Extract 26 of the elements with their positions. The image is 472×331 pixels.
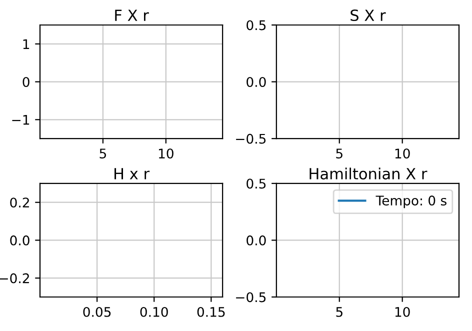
y-tick-label: 0 bbox=[22, 77, 30, 87]
chart-title: H x r bbox=[114, 168, 150, 180]
y-tick-label: 0.0 bbox=[10, 235, 30, 246]
x-tick-label: 0.15 bbox=[197, 306, 225, 317]
x-tick-label: 5 bbox=[336, 307, 342, 317]
chart-title: S X r bbox=[350, 9, 386, 22]
chart-title: F X r bbox=[115, 10, 149, 21]
y-tick-label: −0.2 bbox=[0, 273, 29, 284]
x-tick-label: 0.10 bbox=[140, 306, 168, 317]
x-tick-label: 10 bbox=[395, 148, 410, 159]
x-tick-label: 10 bbox=[158, 148, 174, 159]
y-tick-label: 0.5 bbox=[246, 20, 266, 30]
y-tick-label: −0.5 bbox=[236, 292, 266, 302]
y-tick-label: 0.5 bbox=[246, 178, 266, 189]
y-tick-label: −0.5 bbox=[236, 134, 266, 144]
x-tick-label: 5 bbox=[336, 148, 342, 159]
x-tick-label: 10 bbox=[395, 306, 410, 317]
y-tick-label: 0.0 bbox=[246, 77, 266, 87]
legend-label: Tempo: 0 s bbox=[376, 196, 446, 208]
y-tick-label: 1 bbox=[23, 39, 30, 49]
y-tick-label: −1 bbox=[12, 115, 30, 125]
y-tick-label: 0.0 bbox=[246, 235, 266, 246]
y-tick-label: 0.2 bbox=[10, 198, 29, 208]
x-tick-label: 0.05 bbox=[83, 306, 111, 317]
chart-title: Hamiltonian X r bbox=[310, 168, 428, 180]
x-tick-label: 5 bbox=[100, 148, 106, 159]
